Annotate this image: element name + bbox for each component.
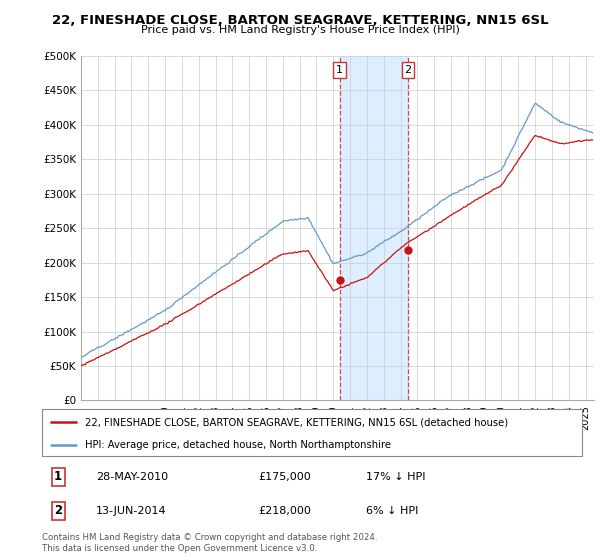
Text: 2: 2	[404, 65, 412, 75]
FancyBboxPatch shape	[42, 409, 582, 456]
Text: £175,000: £175,000	[258, 472, 311, 482]
Text: 17% ↓ HPI: 17% ↓ HPI	[366, 472, 425, 482]
Text: 22, FINESHADE CLOSE, BARTON SEAGRAVE, KETTERING, NN15 6SL (detached house): 22, FINESHADE CLOSE, BARTON SEAGRAVE, KE…	[85, 417, 508, 427]
Text: 2: 2	[54, 505, 62, 517]
Text: 1: 1	[54, 470, 62, 483]
Text: Contains HM Land Registry data © Crown copyright and database right 2024.
This d: Contains HM Land Registry data © Crown c…	[42, 533, 377, 553]
Text: 28-MAY-2010: 28-MAY-2010	[96, 472, 168, 482]
Text: £218,000: £218,000	[258, 506, 311, 516]
Text: HPI: Average price, detached house, North Northamptonshire: HPI: Average price, detached house, Nort…	[85, 440, 391, 450]
Text: 22, FINESHADE CLOSE, BARTON SEAGRAVE, KETTERING, NN15 6SL: 22, FINESHADE CLOSE, BARTON SEAGRAVE, KE…	[52, 14, 548, 27]
Text: Price paid vs. HM Land Registry's House Price Index (HPI): Price paid vs. HM Land Registry's House …	[140, 25, 460, 35]
Bar	[340, 56, 408, 400]
Text: 6% ↓ HPI: 6% ↓ HPI	[366, 506, 418, 516]
Text: 13-JUN-2014: 13-JUN-2014	[96, 506, 167, 516]
Text: 1: 1	[336, 65, 343, 75]
